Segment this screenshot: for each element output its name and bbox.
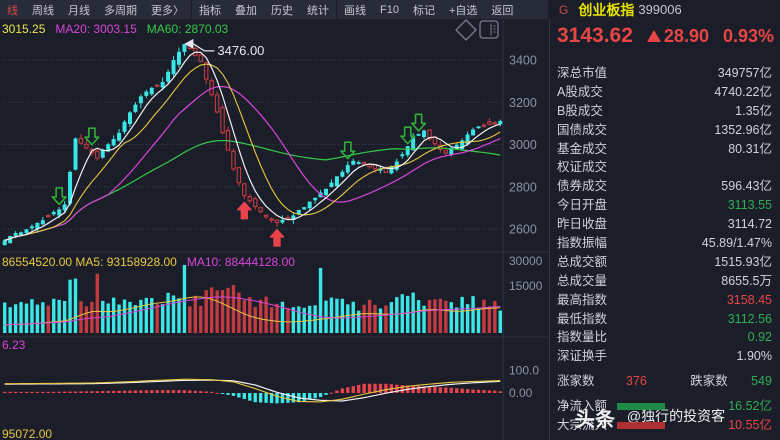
svg-text:0.00: 0.00 [509,386,533,400]
svg-text:15000: 15000 [509,279,543,293]
svg-text:3476.00: 3476.00 [217,43,264,58]
svg-text:3200: 3200 [509,96,537,110]
svg-text:2600: 2600 [509,223,537,237]
svg-text:30000: 30000 [509,254,543,268]
svg-text:2800: 2800 [509,180,537,194]
svg-text:100.0: 100.0 [509,364,539,378]
svg-text:3400: 3400 [509,54,537,68]
svg-text:3000: 3000 [509,138,537,152]
